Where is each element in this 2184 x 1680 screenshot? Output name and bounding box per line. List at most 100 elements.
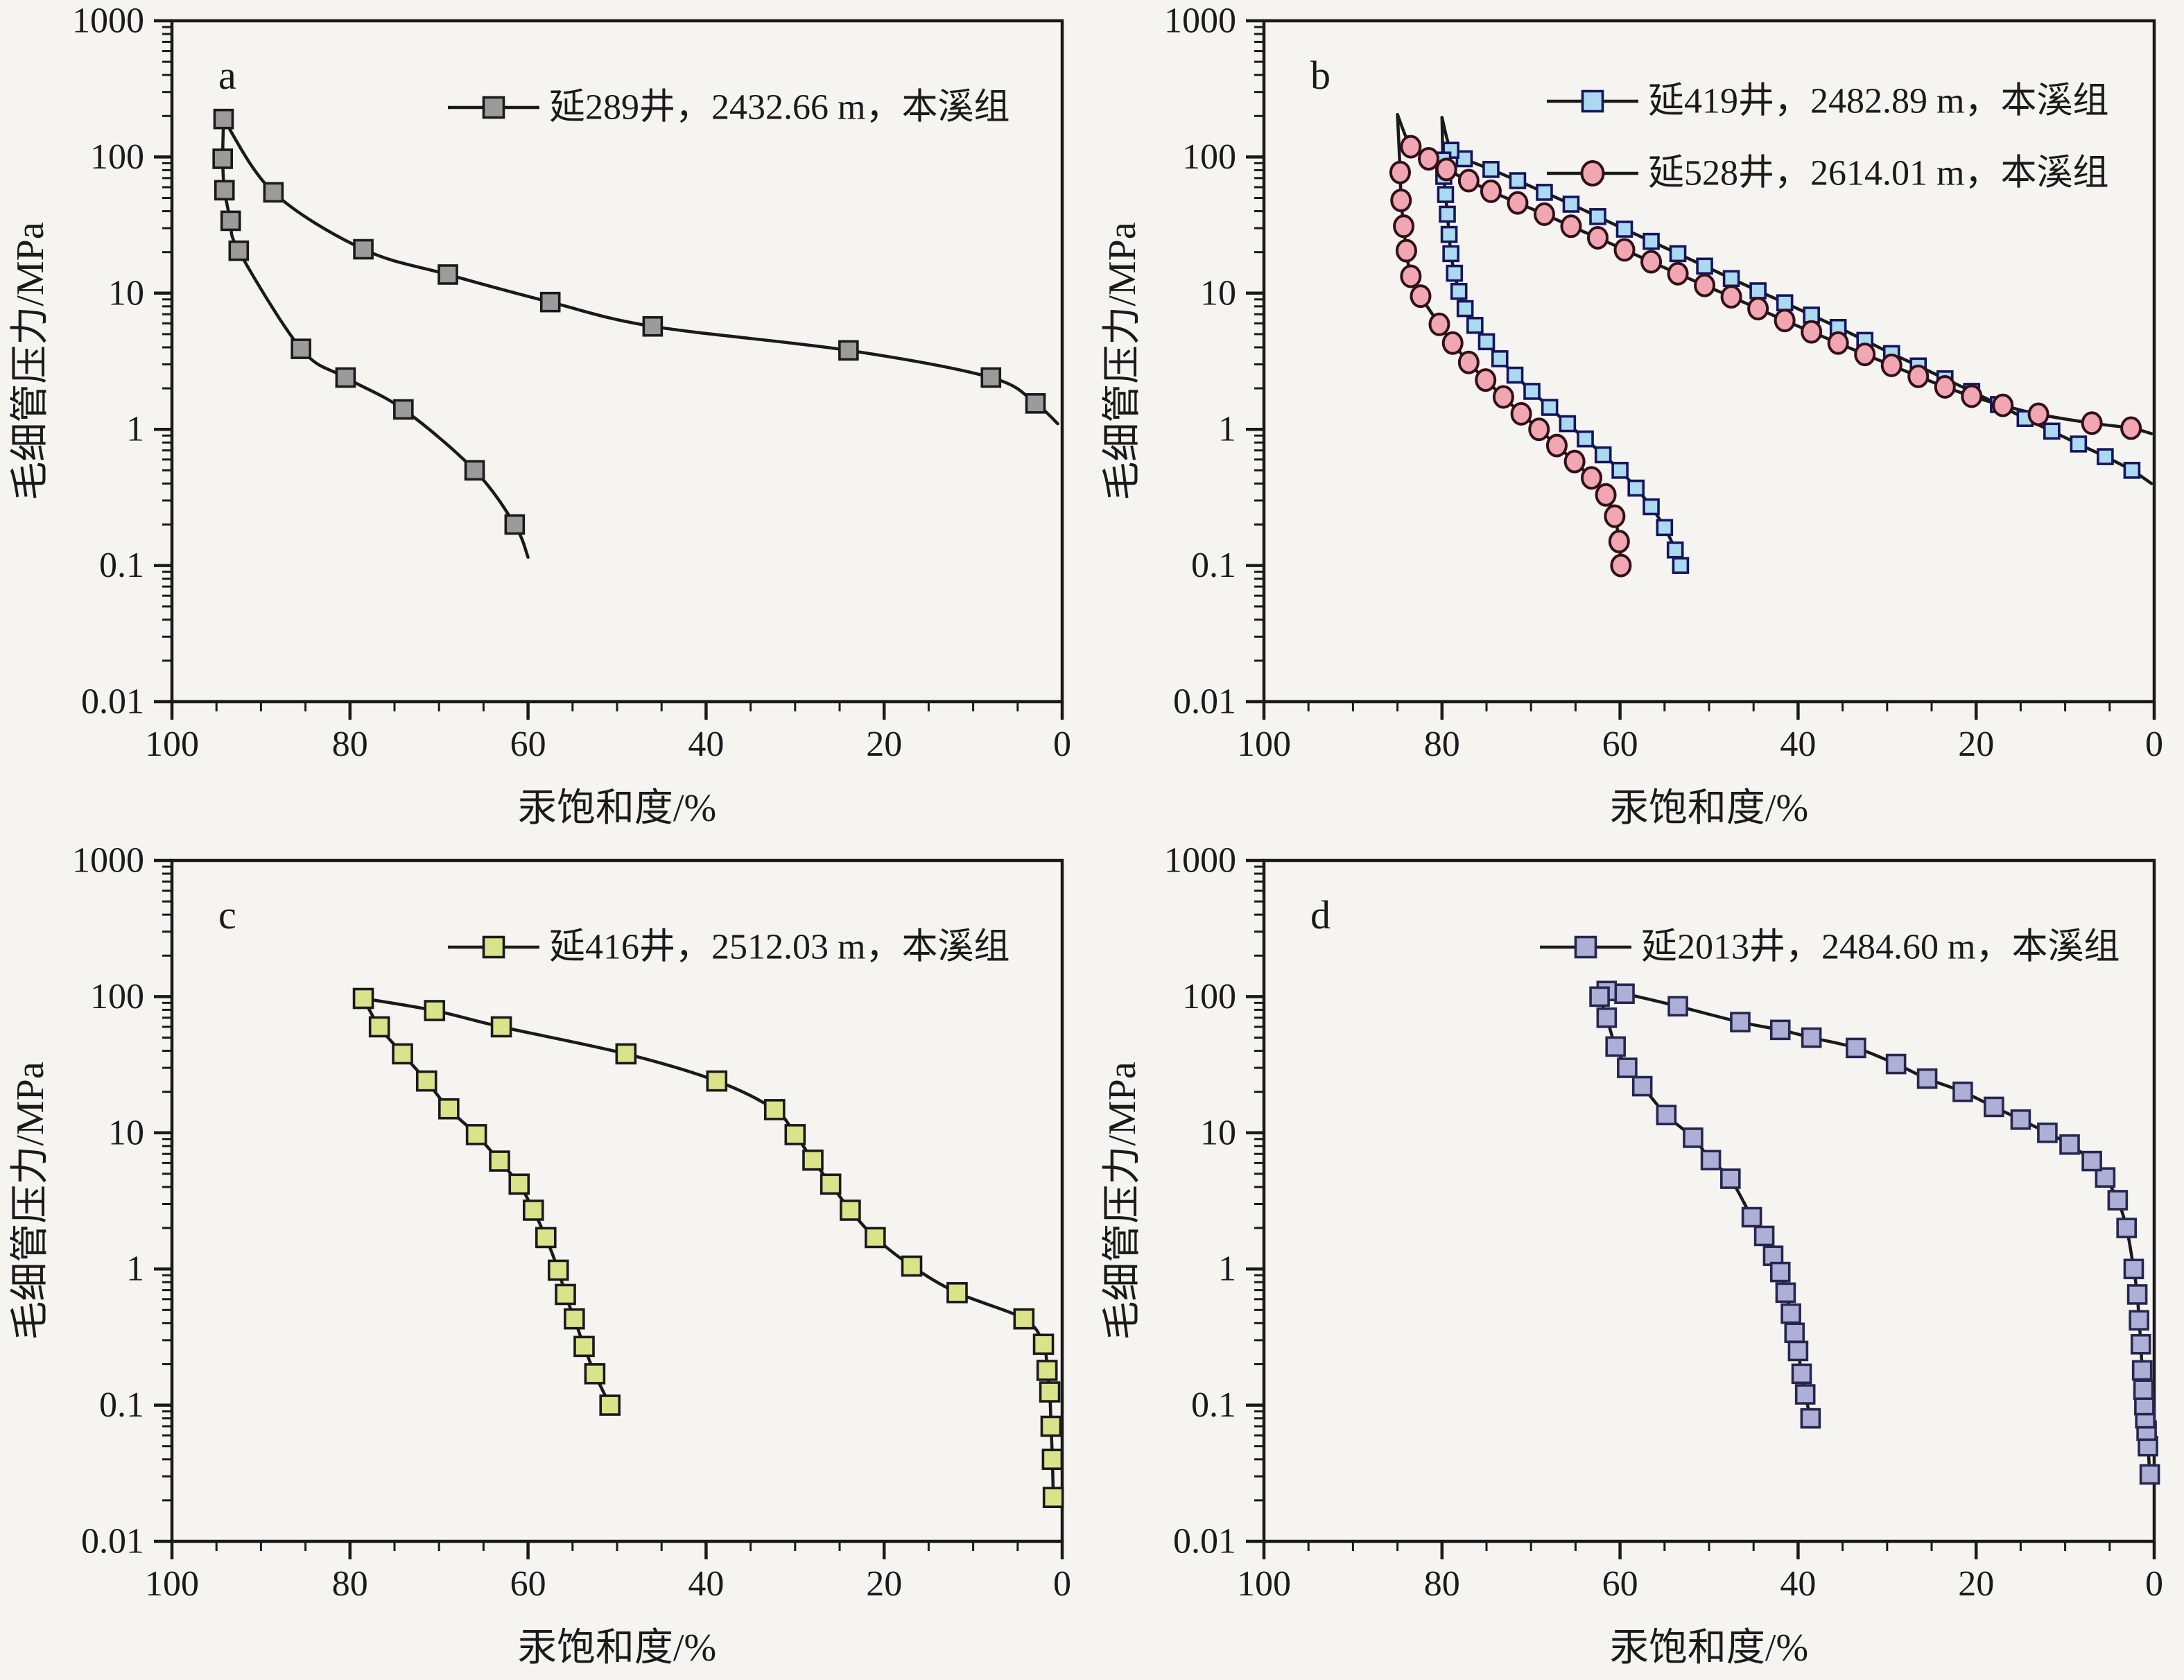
square-marker	[1523, 383, 1541, 400]
circle-marker	[1720, 285, 1742, 309]
circle-marker	[1563, 449, 1586, 474]
x-axis-title: 汞饱和度/%	[1610, 1627, 1808, 1670]
square-marker	[1700, 1150, 1722, 1171]
square-marker	[706, 1070, 728, 1092]
x-axis-tick-label: 60	[1602, 1564, 1638, 1604]
square-marker	[1541, 399, 1559, 416]
circle-marker	[2081, 411, 2103, 435]
square-marker	[489, 1150, 510, 1172]
y-axis-tick-label: 0.01	[1173, 1522, 1236, 1561]
square-marker	[368, 1016, 390, 1038]
square-marker	[213, 108, 234, 130]
square-marker	[2133, 1379, 2154, 1401]
square-marker	[901, 1255, 923, 1277]
circle-marker	[1400, 135, 1422, 159]
circle-marker	[1395, 239, 1417, 263]
square-marker	[1984, 1096, 2004, 1118]
y-axis-tick-label: 0.1	[99, 546, 144, 585]
y-axis-tick-label: 10	[108, 273, 144, 313]
square-marker	[1562, 196, 1580, 213]
circle-marker	[1457, 350, 1480, 374]
y-axis-tick-label: 10	[1200, 273, 1236, 313]
x-axis-tick-label: 40	[1780, 1564, 1816, 1604]
square-marker	[393, 399, 414, 420]
x-axis-tick-label: 100	[1237, 1564, 1291, 1604]
square-marker	[555, 1283, 576, 1306]
panel-d: 1000 100 10 1 0.1 0.01 0 20 40 60 80 100 汞饱和度/% 毛细管压力…	[1092, 840, 2184, 1679]
circle-marker	[1400, 264, 1422, 288]
square-marker	[946, 1282, 968, 1304]
square-marker	[1025, 393, 1046, 414]
square-marker	[615, 1043, 637, 1065]
square-marker	[1749, 282, 1767, 300]
circle-marker	[1907, 364, 1930, 388]
circle-marker	[2027, 402, 2049, 426]
square-marker	[1041, 1448, 1064, 1471]
legend-circle-icon	[1580, 160, 1605, 187]
square-marker	[1456, 300, 1474, 318]
square-marker	[1589, 208, 1606, 225]
circle-marker	[1801, 320, 1823, 344]
square-marker	[1885, 1053, 1907, 1075]
square-marker	[535, 1227, 557, 1249]
series-markers-intrusion	[213, 108, 1046, 414]
square-marker	[1801, 1027, 1822, 1048]
circle-marker	[1961, 384, 1983, 408]
square-marker	[392, 1043, 413, 1065]
square-marker	[1596, 1007, 1618, 1028]
square-marker	[2097, 448, 2114, 465]
x-axis-tick-label: 60	[1602, 725, 1638, 764]
y-axis-title: 毛细管压力/MPa	[9, 222, 52, 500]
square-marker	[865, 1227, 886, 1249]
square-marker	[1775, 1282, 1796, 1304]
square-marker	[1577, 430, 1594, 448]
square-marker	[1611, 462, 1629, 479]
square-marker	[1952, 1081, 1973, 1102]
square-marker	[2070, 435, 2088, 453]
square-marker	[508, 1173, 530, 1195]
x-axis-title: 汞饱和度/%	[1610, 787, 1808, 830]
circle-marker	[1393, 214, 1415, 239]
circle-marker	[1389, 160, 1411, 184]
square-marker	[2059, 1134, 2080, 1155]
square-marker	[2116, 1218, 2137, 1238]
square-marker	[438, 1098, 460, 1120]
x-axis-tick-label: 80	[1424, 725, 1460, 764]
square-marker	[1672, 557, 1690, 574]
x-axis-tick-label: 60	[510, 1564, 546, 1604]
square-marker	[1784, 1322, 1805, 1344]
square-marker	[1039, 1381, 1061, 1403]
square-marker	[1450, 282, 1468, 300]
square-marker	[1509, 172, 1527, 189]
square-marker	[291, 338, 311, 359]
circle-marker	[1667, 261, 1689, 286]
circle-marker	[1475, 368, 1497, 392]
square-marker	[763, 1099, 786, 1120]
x-axis-tick-label: 80	[332, 1564, 368, 1604]
y-axis-tick-label: 0.1	[99, 1385, 144, 1425]
square-marker	[1627, 479, 1645, 497]
y-axis-tick-label: 0.1	[1191, 546, 1236, 585]
square-marker	[1741, 1206, 1762, 1228]
x-axis-tick-label: 0	[2145, 725, 2163, 764]
circle-marker	[1545, 433, 1568, 458]
circle-marker	[1992, 393, 2014, 417]
circle-marker	[1581, 466, 1603, 490]
x-axis-tick-label: 100	[1237, 725, 1291, 764]
square-marker	[1614, 983, 1635, 1005]
x-axis-tick-label: 40	[688, 725, 724, 764]
square-marker	[2129, 1310, 2149, 1331]
square-marker	[490, 1016, 512, 1038]
square-marker	[415, 1070, 437, 1092]
panel-letter: a	[218, 53, 236, 98]
square-marker	[1605, 1036, 1626, 1057]
circle-marker	[1533, 202, 1555, 226]
x-axis-tick-label: 0	[2145, 1564, 2163, 1604]
circle-marker	[1694, 273, 1716, 297]
chart-b: 1000 100 10 1 0.1 0.01 0 20 40 60 80 100 汞饱和度/% 毛细管压力…	[1101, 1, 2163, 831]
circle-marker	[1827, 331, 1849, 355]
circle-marker	[1613, 238, 1636, 262]
y-axis-tick-label: 0.01	[1173, 682, 1236, 722]
square-marker	[1506, 366, 1524, 384]
square-marker	[1656, 519, 1674, 537]
